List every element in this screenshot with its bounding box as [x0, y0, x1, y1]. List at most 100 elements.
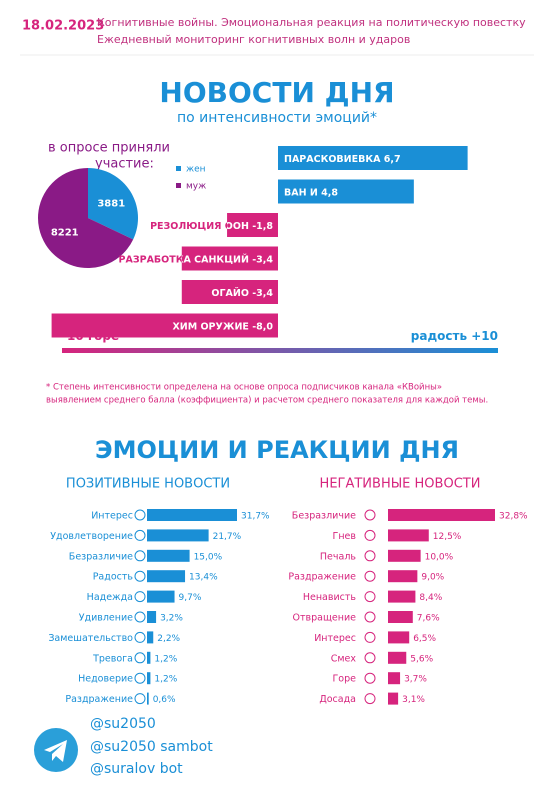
- bar: [278, 146, 468, 170]
- value-label: 12,5%: [433, 532, 462, 542]
- bar: [147, 529, 209, 542]
- category-label: Раздражение: [288, 572, 356, 583]
- pie-slice: [38, 168, 134, 268]
- bar-value: 6,7: [384, 154, 401, 165]
- value-label: 1,2%: [154, 654, 177, 664]
- bar: [147, 509, 237, 521]
- emotion-icon: [134, 591, 146, 603]
- bar: [147, 692, 149, 705]
- bar: [147, 672, 151, 685]
- section-title: ЭМОЦИИ И РЕАКЦИИ ДНЯ: [95, 436, 459, 464]
- bar-category: РАЗРАБОТКА САНКЦИЙ: [119, 253, 249, 265]
- category-label: Удовлетворение: [50, 531, 133, 542]
- bar-value: -1,8: [252, 221, 273, 232]
- pie-label: 3881: [97, 198, 125, 209]
- bar-value: -8,0: [252, 321, 273, 332]
- bar: [388, 611, 413, 623]
- bar-category: ПАРАСКОВИЕВКА: [284, 154, 381, 165]
- emotion-icon: [134, 570, 146, 582]
- chart-title: НЕГАТИВНЫЕ НОВОСТИ: [320, 477, 481, 492]
- footnote: * Степень интенсивности определена на ос…: [46, 383, 442, 393]
- handle[interactable]: @su2050 sambot: [90, 739, 213, 755]
- bar: [227, 213, 278, 237]
- header-line: Когнитивные войны. Эмоциональная реакция…: [97, 16, 526, 29]
- bar-label: РЕЗОЛЮЦИЯ ООН -1,8: [150, 221, 273, 232]
- bar-category: ХИМ ОРУЖИЕ: [172, 321, 248, 332]
- category-label: Досада: [319, 694, 356, 705]
- value-label: 9,7%: [179, 593, 202, 603]
- category-label: Раздражение: [65, 694, 133, 705]
- emotion-icon: [134, 611, 146, 623]
- bar: [147, 570, 186, 583]
- emotion-icon: [364, 529, 376, 541]
- bar: [147, 631, 154, 644]
- survey-text: участие:: [95, 157, 154, 172]
- value-label: 1,2%: [154, 675, 177, 685]
- pie-slice: [88, 168, 139, 240]
- value-label: 32,8%: [499, 512, 528, 522]
- bar: [147, 651, 151, 664]
- section-title: НОВОСТИ ДНЯ: [159, 76, 394, 109]
- emotion-icon: [134, 631, 146, 643]
- bar: [147, 549, 190, 562]
- telegram-plane: [44, 740, 67, 762]
- bar: [388, 651, 407, 664]
- bar: [388, 590, 416, 603]
- bar: [181, 280, 278, 304]
- bar-category: РЕЗОЛЮЦИЯ ООН: [150, 221, 249, 232]
- category-label: Безразличие: [292, 511, 356, 522]
- bar-value: -1,8: [252, 221, 273, 232]
- bar-label: ХИМ ОРУЖИЕ -8,0: [172, 321, 273, 332]
- handle[interactable]: @su2050: [90, 716, 156, 732]
- footnote: выявлением среднего балла (коэффициента)…: [46, 396, 488, 406]
- bar-label: ХИМ ОРУЖИЕ -8,0: [172, 321, 273, 332]
- scale-bar: [62, 348, 498, 353]
- value-label: 21,7%: [213, 532, 242, 542]
- bar: [278, 179, 414, 204]
- bar-value: 4,8: [321, 187, 338, 198]
- category-label: Тревога: [92, 653, 133, 664]
- bar: [388, 509, 495, 521]
- value-label: 3,7%: [404, 675, 427, 685]
- category-label: Безразличие: [69, 551, 133, 562]
- emotion-icon: [364, 652, 376, 664]
- category-label: Печаль: [320, 551, 356, 562]
- chart-title: ПОЗИТИВНЫЕ НОВОСТИ: [66, 477, 230, 492]
- bar-value: -3,4: [252, 254, 273, 265]
- bar: [388, 631, 410, 644]
- value-label: 2,2%: [157, 634, 180, 644]
- legend-label: жен: [186, 165, 206, 175]
- bar-value: -3,4: [252, 288, 273, 299]
- category-label: Гнев: [333, 531, 357, 542]
- handle[interactable]: @suralov bot: [90, 761, 183, 777]
- bar-category: ХИМ ОРУЖИЕ: [172, 321, 248, 332]
- bar-category: ВАН И: [284, 187, 318, 198]
- value-label: 10,0%: [425, 552, 454, 562]
- emotion-icon: [134, 672, 146, 684]
- pie-label: 8221: [51, 228, 79, 239]
- emotion-icon: [364, 591, 376, 603]
- category-label: Удивление: [79, 613, 133, 624]
- emotion-icon: [364, 570, 376, 582]
- category-label: Недоверие: [78, 674, 133, 685]
- bar: [388, 549, 421, 562]
- bar-label: ОГАЙО -3,4: [211, 287, 273, 299]
- category-label: Интерес: [91, 511, 133, 522]
- bar-value: -8,0: [252, 321, 273, 332]
- bar: [388, 529, 429, 542]
- header-line: Ежедневный мониторинг когнитивных волн и…: [97, 33, 410, 46]
- category-label: Смех: [331, 653, 357, 664]
- bar-label: РАЗРАБОТКА САНКЦИЙ -3,4: [119, 253, 274, 265]
- value-label: 5,6%: [410, 654, 433, 664]
- category-label: Радость: [93, 572, 134, 583]
- emotion-icon: [364, 693, 376, 705]
- bar-label: ВАН И 4,8: [284, 187, 338, 198]
- emotion-icon: [364, 611, 376, 623]
- category-label: Интерес: [314, 633, 356, 644]
- bar-category: ОГАЙО: [211, 287, 249, 299]
- category-label: Горе: [333, 674, 357, 685]
- telegram-icon: [34, 728, 78, 772]
- bar-label: РЕЗОЛЮЦИЯ ООН -1,8: [150, 221, 273, 232]
- emotion-icon: [134, 509, 146, 521]
